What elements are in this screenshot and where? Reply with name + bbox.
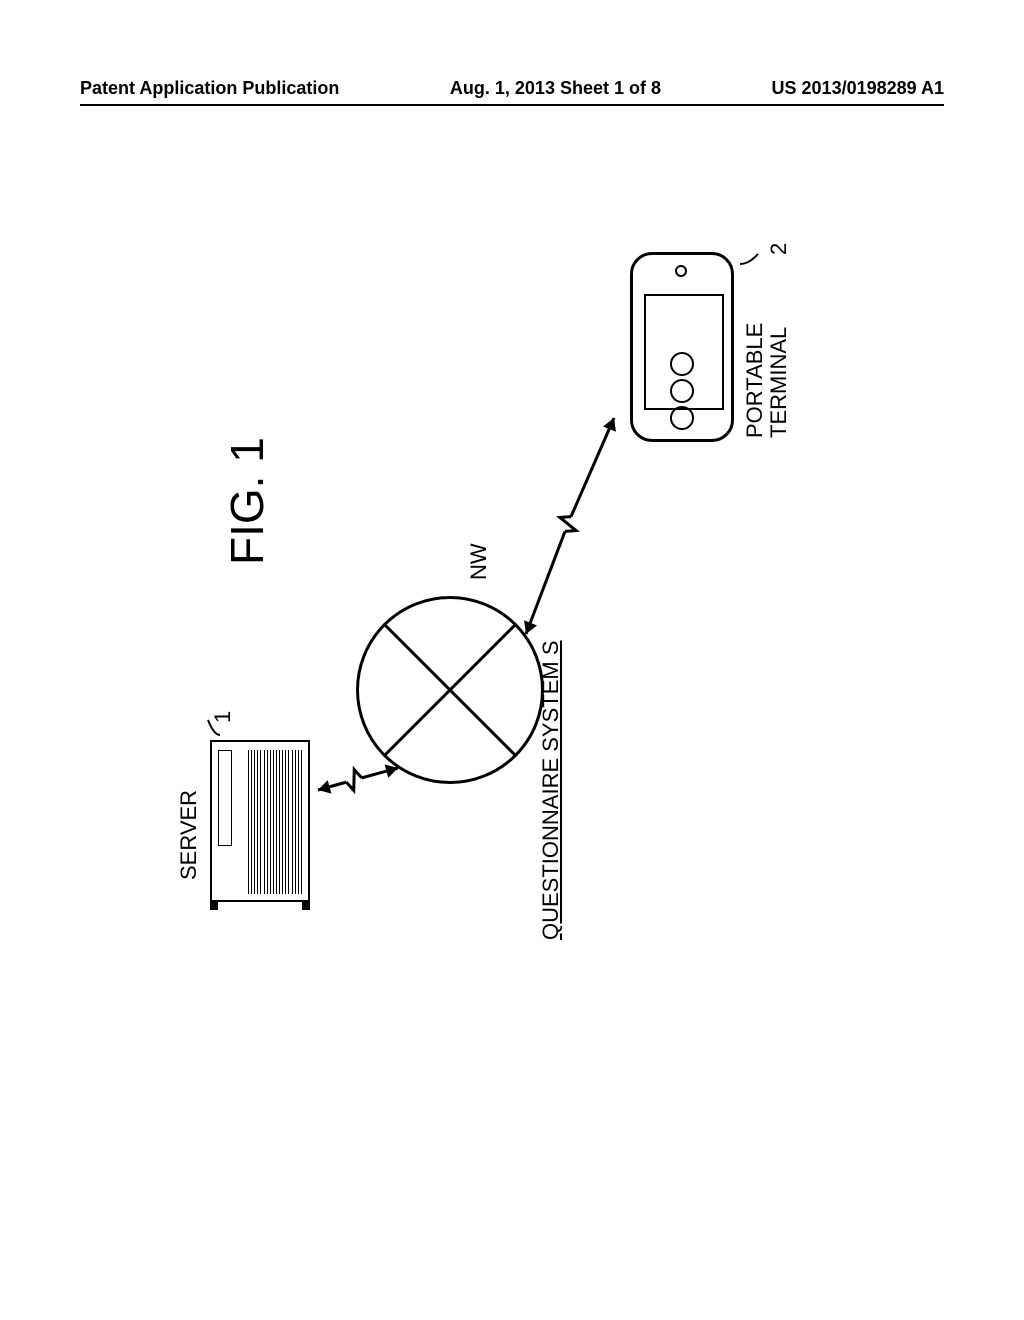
system-label: QUESTIONNAIRE SYSTEM S bbox=[538, 641, 564, 941]
ref-leader-terminal bbox=[0, 0, 1024, 1320]
